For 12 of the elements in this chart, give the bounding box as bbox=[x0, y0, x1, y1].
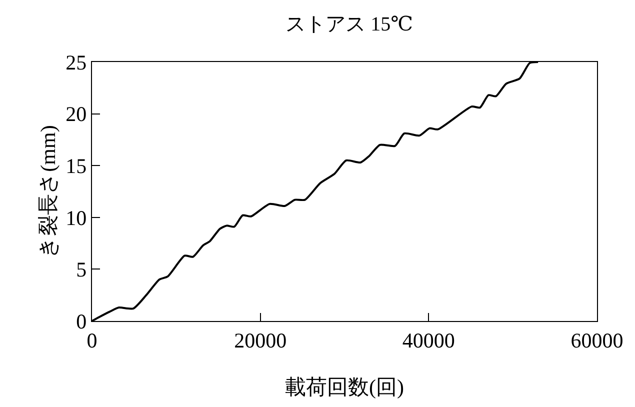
x-tick-label: 40000 bbox=[402, 328, 455, 352]
chart-title: ストアス 15℃ bbox=[286, 13, 413, 36]
y-tick-label: 20 bbox=[66, 102, 87, 126]
x-axis-title: 載荷回数(回) bbox=[285, 375, 404, 400]
y-tick-label: 15 bbox=[66, 154, 87, 178]
y-axis-title: き裂長さ(mm) bbox=[36, 125, 60, 258]
y-tick-label: 10 bbox=[66, 206, 87, 230]
x-tick-label: 60000 bbox=[570, 328, 624, 352]
y-tick-label: 0 bbox=[76, 309, 87, 334]
y-tick-label: 25 bbox=[66, 50, 87, 74]
x-tick-label: 20000 bbox=[234, 328, 287, 352]
y-tick-label: 5 bbox=[76, 258, 87, 282]
